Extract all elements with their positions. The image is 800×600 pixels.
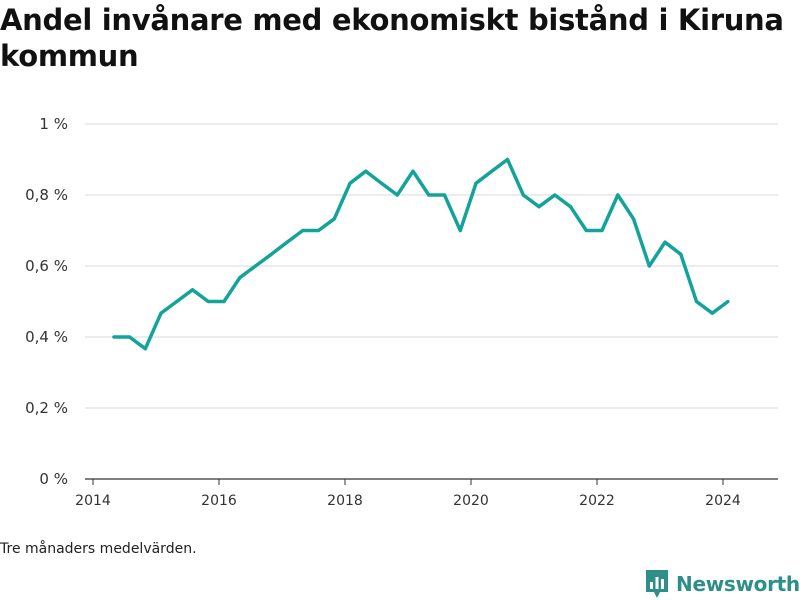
data-point [269,252,273,256]
data-point [206,299,210,304]
data-point [474,181,478,185]
data-point [348,181,352,185]
data-point [553,193,557,197]
data-point [301,228,305,233]
data-point [458,228,462,233]
data-point [379,181,384,185]
data-point [112,335,116,339]
data-point [411,169,415,173]
data-point [490,169,494,173]
data-point [521,193,525,197]
x-tick-label: 2020 [453,493,489,509]
chart-title: Andel invånare med ekonomiskt bistånd i … [0,3,784,73]
data-point [442,193,447,197]
y-tick-label: 0,8 % [25,186,68,204]
data-point [364,169,368,173]
data-point [159,311,163,315]
data-point [694,299,699,304]
data-point [710,311,714,315]
data-point [584,228,588,233]
y-tick-label: 0,2 % [25,399,68,417]
y-tick-label: 1 % [39,115,68,133]
data-point [616,193,620,197]
x-tick-label: 2018 [327,493,363,509]
data-point [537,205,541,209]
newsworthy-logo-icon [646,570,668,598]
y-tick-label: 0,6 % [25,257,68,275]
series-line [113,157,730,351]
data-point [190,288,195,292]
data-point [332,217,336,221]
x-tick-label: 2022 [579,493,615,509]
y-axis-ticks: 0 % 0,2 % 0,4 % 0,6 % 0,8 % 1 % [25,115,68,488]
data-point [631,217,636,221]
y-tick-label: 0,4 % [25,328,68,346]
data-point [175,299,179,304]
data-point [143,347,147,351]
data-point [316,228,321,233]
data-point [395,193,399,197]
data-point [679,252,683,256]
data-point [427,193,431,197]
data-point [253,264,258,268]
x-axis: 2014 2016 2018 2020 2022 2024 [75,478,778,509]
data-point [238,276,242,280]
data-series [112,157,730,351]
brand-logo: Newsworthy [644,568,800,600]
y-tick-label: 0 % [39,470,68,488]
data-point [127,335,132,339]
data-point [505,157,510,162]
data-point [285,240,289,244]
data-point [647,264,651,268]
data-point [600,228,604,233]
data-point [663,240,667,244]
chart-note: Tre månaders medelvärden. [0,541,197,557]
gridlines [85,123,778,409]
x-tick-label: 2014 [75,493,111,509]
data-point [568,205,573,209]
x-tick-label: 2024 [705,493,741,509]
x-tick-label: 2016 [201,493,237,509]
data-point [222,299,226,304]
data-point [726,299,730,304]
brand-name: Newsworthy [676,572,800,596]
